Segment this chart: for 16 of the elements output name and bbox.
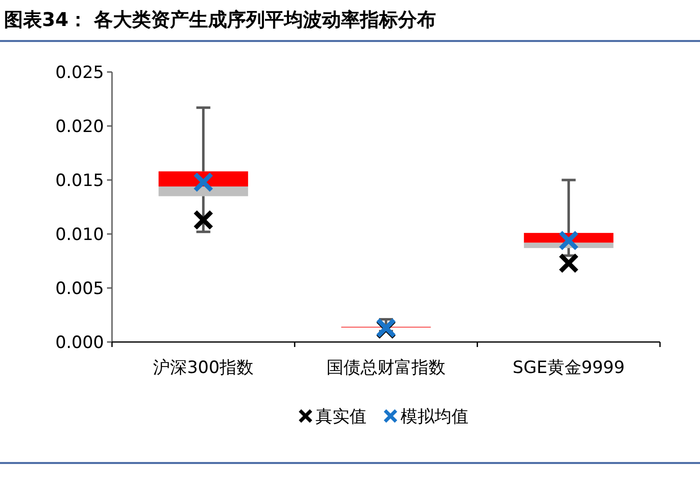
chart-title: 图表34： 各大类资产生成序列平均波动率指标分布 bbox=[4, 9, 436, 31]
point bbox=[558, 252, 579, 274]
y-tick-label: 0.015 bbox=[55, 171, 104, 191]
y-tick-label: 0.000 bbox=[55, 333, 104, 353]
x-tick-label: SGE黄金9999 bbox=[512, 358, 625, 378]
legend-label: 模拟均值 bbox=[400, 407, 468, 427]
point bbox=[193, 210, 214, 230]
legend-label: 真实值 bbox=[316, 407, 366, 427]
y-tick-label: 0.020 bbox=[55, 117, 104, 137]
y-tick-label: 0.025 bbox=[55, 63, 104, 83]
point bbox=[193, 172, 214, 192]
x-tick-label: 沪深300指数 bbox=[153, 358, 254, 378]
x-tick-label: 国债总财富指数 bbox=[326, 358, 446, 378]
y-tick-label: 0.005 bbox=[55, 279, 104, 299]
point bbox=[558, 230, 579, 251]
y-tick-label: 0.010 bbox=[55, 225, 104, 245]
